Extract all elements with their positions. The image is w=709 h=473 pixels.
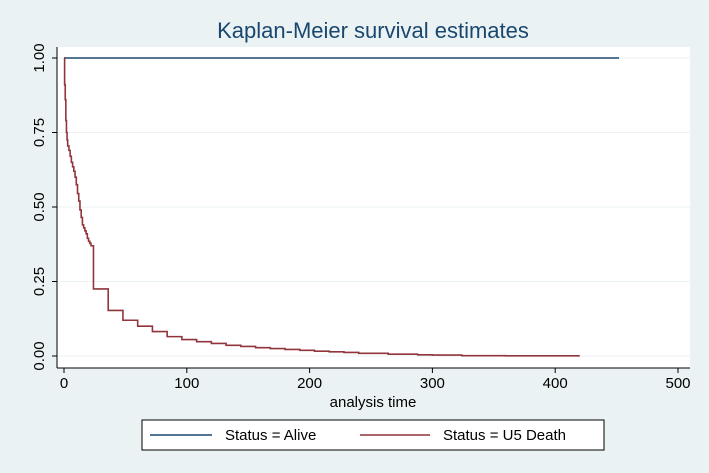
x-tick-label: 200: [297, 375, 322, 392]
x-tick-label: 500: [665, 375, 690, 392]
y-tick-label: 0.25: [31, 267, 48, 296]
series-line-2: [63, 57, 580, 357]
x-tick-label: 100: [174, 375, 199, 392]
x-axis-title: analysis time: [330, 394, 417, 411]
y-tick-label: 0.50: [31, 192, 48, 221]
x-tick-label: 400: [543, 375, 568, 392]
y-tick-label: 1.00: [31, 43, 48, 72]
x-tick-label: 0: [60, 375, 68, 392]
axes: 0.00 0.25 0.50 0.75 1.00 0 100 200 300 400 500: [31, 43, 691, 392]
legend-label-1: Status = Alive: [225, 427, 316, 444]
y-tick-label: 0.75: [31, 118, 48, 147]
chart-title: Kaplan-Meier survival estimates: [217, 18, 529, 43]
x-tick-label: 300: [420, 375, 445, 392]
legend: Status = Alive Status = U5 Death: [141, 419, 605, 451]
series-layer: [63, 57, 620, 357]
legend-label-2: Status = U5 Death: [443, 427, 566, 444]
y-tick-label: 0.00: [31, 341, 48, 370]
